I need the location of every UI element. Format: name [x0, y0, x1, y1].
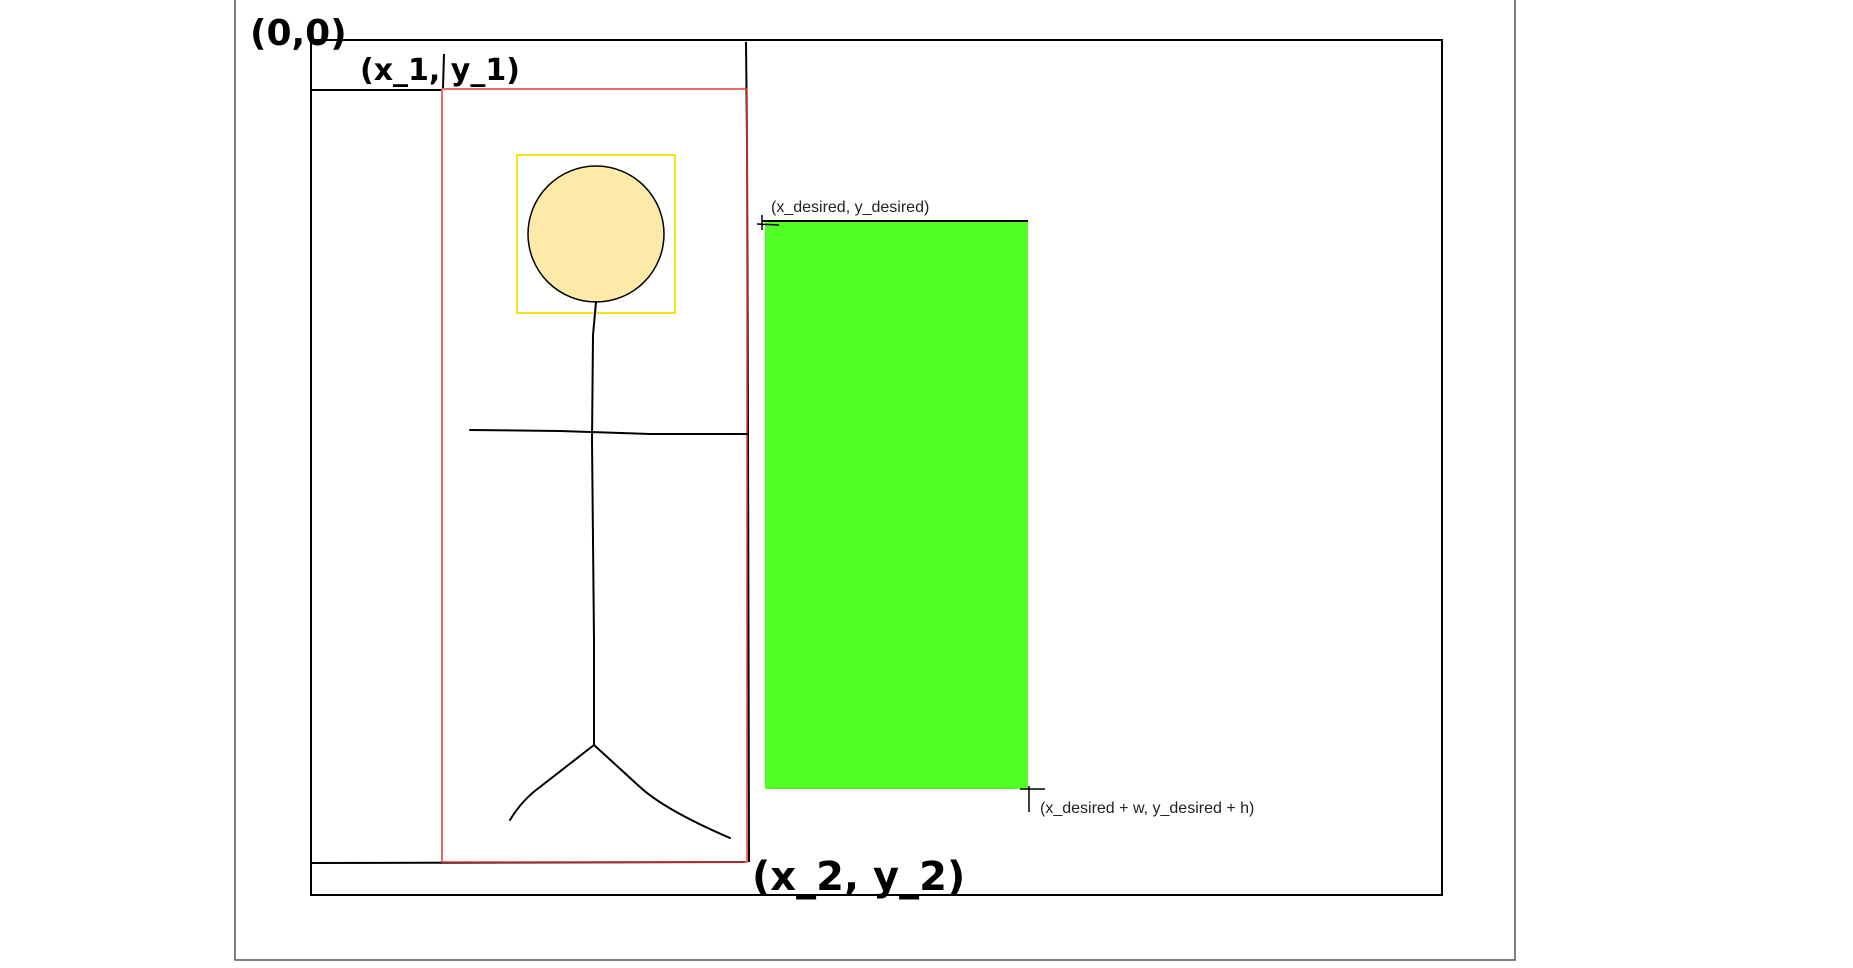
arms-line — [469, 429, 748, 435]
right-leg-line — [593, 744, 731, 839]
top-left-tick — [756, 215, 780, 230]
stick-figure-icon — [469, 154, 748, 839]
point1-label: (x_1, y_1) — [360, 53, 520, 88]
page-frame — [234, 0, 1516, 961]
origin-label: (0,0) — [250, 13, 347, 54]
bottom-right-tick — [1020, 786, 1045, 812]
head — [527, 165, 665, 303]
source-region — [310, 41, 750, 864]
desired-top-left-label: (x_desired, y_desired) — [771, 199, 929, 216]
x1-divider-line — [442, 53, 445, 89]
target-rect — [765, 221, 1028, 789]
image-boundary — [310, 39, 1443, 896]
point2-label: (x_2, y_2) — [752, 854, 965, 900]
body-line — [590, 301, 597, 746]
desired-bottom-right-label: (x_desired + w, y_desired + h) — [1040, 800, 1254, 817]
left-leg-line — [509, 744, 595, 821]
crop-box — [441, 88, 748, 863]
